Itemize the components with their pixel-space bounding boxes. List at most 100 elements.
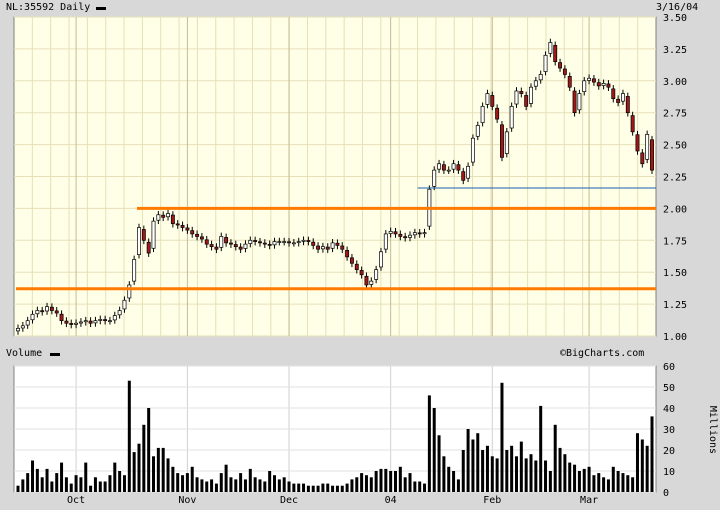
legend-price-swatch: [96, 7, 106, 10]
candle-body: [451, 163, 456, 170]
volume-bar: [563, 454, 567, 492]
candle-body: [170, 214, 175, 225]
volume-bar: [442, 456, 446, 492]
volume-bar: [50, 481, 54, 492]
candle-body: [635, 134, 640, 152]
candle-body: [296, 241, 301, 244]
volume-bar: [544, 460, 548, 492]
volume-bar: [379, 468, 383, 492]
candle-body: [437, 163, 442, 170]
candle-body: [238, 246, 243, 250]
candle-body: [190, 230, 195, 235]
volume-bar: [282, 477, 286, 492]
candle-body: [558, 62, 562, 69]
volume-bar: [98, 481, 102, 492]
volume-bar: [413, 481, 417, 492]
candle-body: [78, 321, 83, 324]
volume-bar: [224, 464, 228, 492]
candle-body: [127, 284, 132, 299]
candle-body: [69, 323, 74, 325]
candle-body: [64, 320, 69, 324]
volume-bar: [253, 477, 257, 492]
volume-bar: [118, 471, 122, 492]
volume-bar: [350, 479, 354, 492]
volume-bar: [437, 435, 441, 492]
volume-bar: [558, 447, 562, 492]
volume-bar: [602, 477, 606, 492]
candle-body: [219, 236, 224, 248]
volume-bar: [466, 429, 470, 492]
candle-body: [108, 320, 112, 323]
volume-bar: [268, 471, 272, 492]
volume-bar: [452, 471, 456, 492]
volume-bar: [345, 483, 349, 492]
candle-body: [45, 306, 49, 312]
candle-body: [54, 310, 59, 314]
volume-bar: [587, 466, 591, 492]
candle-body: [30, 313, 35, 321]
month-label: Nov: [178, 495, 196, 506]
volume-label: Volume: [6, 348, 43, 359]
volume-tick-label: 0: [663, 488, 669, 499]
volume-bar: [553, 424, 557, 492]
volume-bar: [152, 456, 156, 492]
candle-body: [630, 115, 635, 133]
candle-body: [616, 98, 621, 103]
volume-bar: [277, 479, 281, 492]
candle-body: [645, 134, 650, 160]
candle-body: [325, 246, 330, 250]
candle-body: [572, 90, 577, 114]
candle-body: [500, 124, 504, 158]
candle-body: [354, 263, 359, 270]
volume-bar: [31, 460, 35, 492]
volume-bar: [185, 473, 189, 492]
volume-bar: [510, 445, 514, 492]
volume-bar: [40, 477, 44, 492]
candle-body: [582, 80, 587, 92]
volume-bar: [539, 405, 543, 492]
candle-body: [490, 95, 495, 107]
volume-bar: [393, 471, 397, 492]
volume-bar: [273, 475, 277, 492]
candle-body: [25, 320, 30, 326]
price-tick-label: 1.00: [663, 332, 687, 343]
candle-body: [277, 241, 282, 243]
volume-bar: [577, 471, 581, 492]
volume-bar: [263, 481, 267, 492]
candle-body: [262, 242, 267, 245]
volume-bar: [447, 466, 451, 492]
volume-bar: [534, 460, 538, 492]
volume-bar: [490, 456, 494, 492]
candle-body: [151, 220, 156, 249]
candle-body: [432, 169, 437, 187]
volume-bar: [471, 439, 475, 492]
volume-bar: [321, 483, 325, 492]
candle-body: [146, 241, 151, 254]
volume-bar: [205, 481, 209, 492]
candle-body: [306, 240, 311, 242]
candle-body: [316, 245, 321, 250]
candle-body: [40, 310, 45, 313]
volume-bar: [645, 445, 649, 492]
volume-bar: [166, 458, 170, 492]
candle-body: [553, 45, 558, 63]
volume-bar: [156, 447, 160, 492]
candle-body: [388, 231, 393, 234]
volume-bar: [514, 456, 518, 492]
volume-bar: [548, 471, 552, 492]
candle-body: [209, 244, 214, 248]
candle-body: [199, 236, 204, 240]
candle-body: [74, 322, 79, 325]
volume-bar: [500, 382, 504, 492]
candle-body: [466, 165, 471, 179]
volume-bar: [398, 466, 402, 492]
volume-bar: [195, 477, 199, 492]
volume-bar: [384, 468, 388, 492]
candle-body: [301, 239, 306, 242]
candle-body: [88, 320, 93, 324]
price-tick-label: 3.25: [663, 45, 687, 56]
volume-bar: [621, 473, 625, 492]
volume-bar: [171, 466, 175, 492]
volume-bar: [243, 479, 247, 492]
